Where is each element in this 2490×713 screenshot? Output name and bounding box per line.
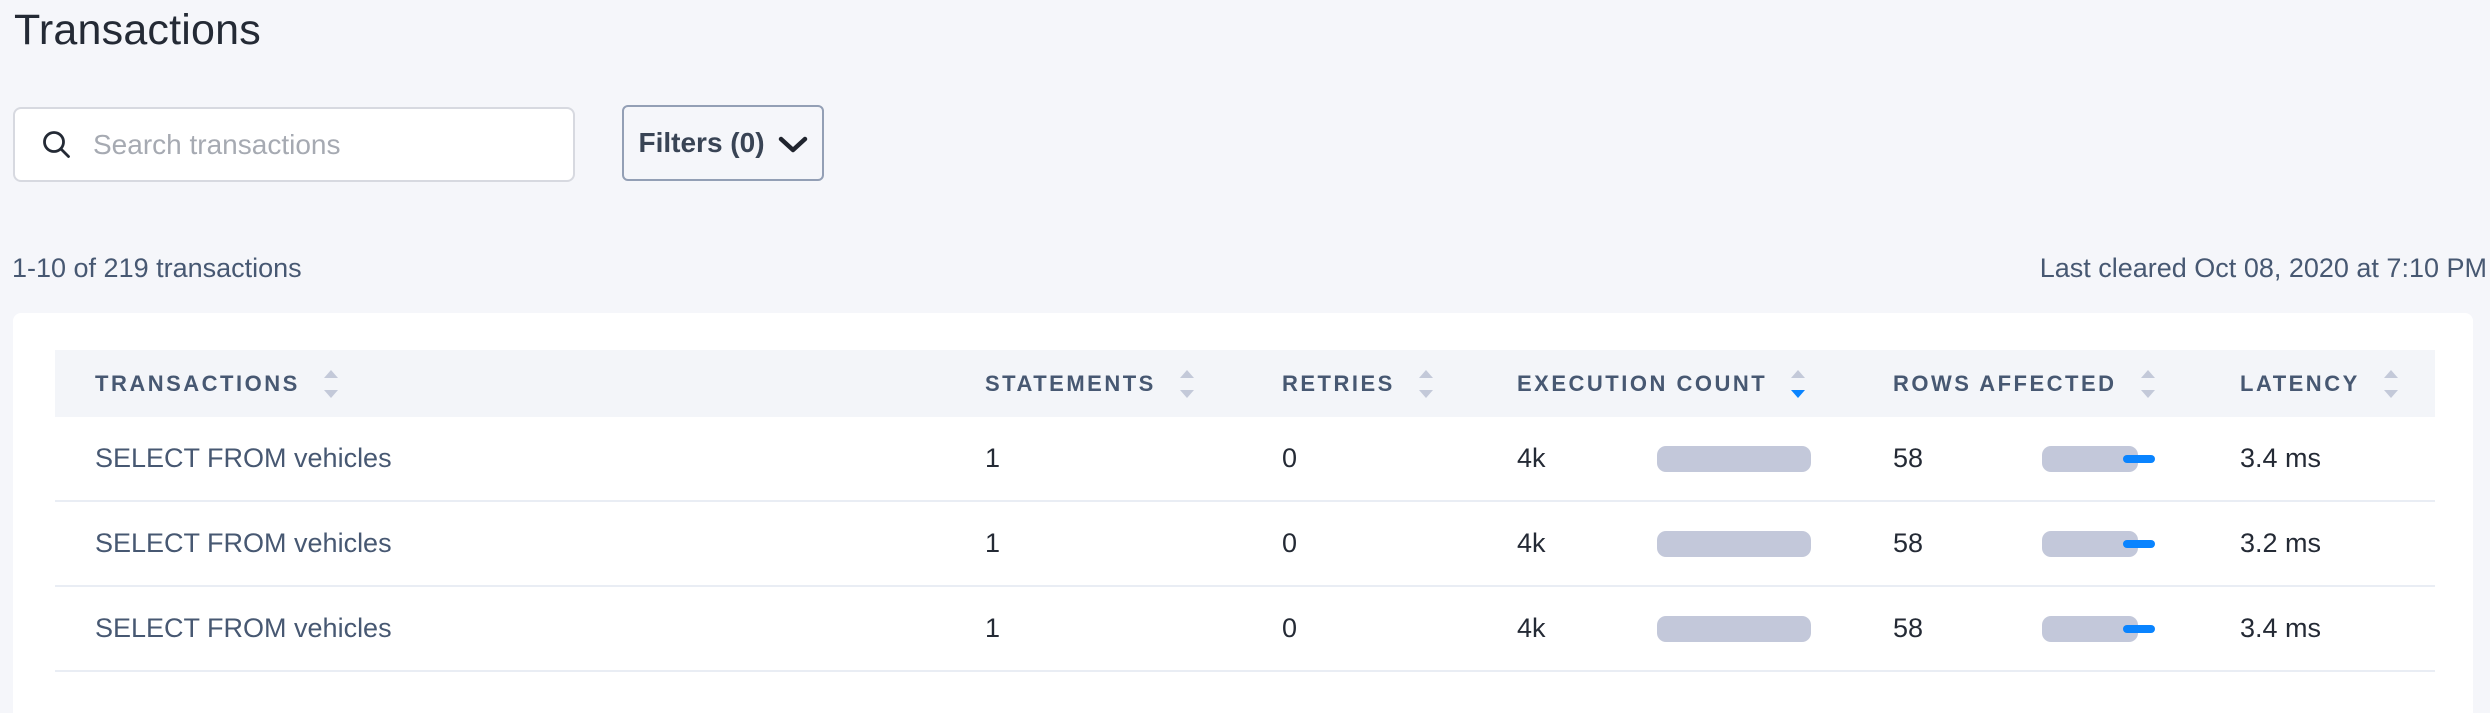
latency-value: 3.4 ms xyxy=(2240,613,2322,643)
column-header-retries[interactable]: RETRIES xyxy=(1282,369,1517,398)
table-row: SELECT FROM vehicles 1 0 4k 58 3.4 ms xyxy=(55,417,2435,502)
column-header-label: EXECUTION COUNT xyxy=(1517,370,1768,396)
column-header-transactions[interactable]: TRANSACTIONS xyxy=(55,369,985,398)
column-header-statements[interactable]: STATEMENTS xyxy=(985,369,1282,398)
search-box[interactable] xyxy=(13,107,575,182)
filters-button[interactable]: Filters (0) xyxy=(622,105,824,181)
latency-value: 3.4 ms xyxy=(2240,443,2322,473)
sort-arrows-icon[interactable] xyxy=(1791,369,1806,398)
retries-value: 0 xyxy=(1282,528,1298,558)
execution-count-bar xyxy=(1657,615,1811,642)
transaction-link[interactable]: SELECT FROM vehicles xyxy=(95,528,392,558)
column-header-label: RETRIES xyxy=(1282,370,1395,396)
execution-count-value: 4k xyxy=(1517,528,1546,558)
stddev-marker xyxy=(2123,454,2155,463)
last-cleared-text: Last cleared Oct 08, 2020 at 7:10 PM xyxy=(2039,253,2487,283)
transactions-count-text: 1-10 of 219 transactions xyxy=(12,253,302,283)
rows-affected-bar xyxy=(2042,445,2162,472)
retries-value: 0 xyxy=(1282,613,1298,643)
page-title: Transactions xyxy=(14,6,261,54)
column-header-latency[interactable]: LATENCY xyxy=(2240,369,2435,398)
stddev-marker xyxy=(2123,624,2155,633)
sort-arrows-icon[interactable] xyxy=(2140,369,2155,398)
execution-count-value: 4k xyxy=(1517,613,1546,643)
stddev-marker xyxy=(2123,539,2155,548)
table-header-row: TRANSACTIONS STATEMENTS RETRIES EXECUTIO… xyxy=(55,350,2435,417)
rows-affected-bar xyxy=(2042,615,2162,642)
sort-arrows-icon[interactable] xyxy=(1418,369,1433,398)
transactions-table-card: TRANSACTIONS STATEMENTS RETRIES EXECUTIO… xyxy=(13,313,2473,713)
column-header-label: TRANSACTIONS xyxy=(95,370,300,396)
rows-affected-value: 58 xyxy=(1893,613,1924,643)
table-row: SELECT FROM vehicles 1 0 4k 58 3.4 ms xyxy=(55,587,2435,672)
table-row: SELECT FROM vehicles 1 0 4k 58 3.2 ms xyxy=(55,502,2435,587)
rows-affected-bar xyxy=(2042,530,2162,557)
column-header-label: STATEMENTS xyxy=(985,370,1156,396)
chevron-down-icon xyxy=(778,136,807,153)
statements-value: 1 xyxy=(985,613,1001,643)
column-header-label: LATENCY xyxy=(2240,370,2360,396)
rows-affected-value: 58 xyxy=(1893,528,1924,558)
latency-value: 3.2 ms xyxy=(2240,528,2322,558)
rows-affected-value: 58 xyxy=(1893,443,1924,473)
execution-count-value: 4k xyxy=(1517,443,1546,473)
column-header-execution-count[interactable]: EXECUTION COUNT xyxy=(1517,369,1893,398)
retries-value: 0 xyxy=(1282,443,1298,473)
search-icon xyxy=(43,130,70,158)
statements-value: 1 xyxy=(985,528,1001,558)
filters-button-label: Filters (0) xyxy=(638,127,765,158)
transaction-link[interactable]: SELECT FROM vehicles xyxy=(95,443,392,473)
sort-arrows-icon[interactable] xyxy=(323,369,338,398)
execution-count-bar xyxy=(1657,445,1811,472)
column-header-rows-affected[interactable]: ROWS AFFECTED xyxy=(1893,369,2240,398)
sort-arrows-icon[interactable] xyxy=(2383,369,2398,398)
sort-arrows-icon[interactable] xyxy=(1179,369,1194,398)
statements-value: 1 xyxy=(985,443,1001,473)
column-header-label: ROWS AFFECTED xyxy=(1893,370,2117,396)
execution-count-bar xyxy=(1657,530,1811,557)
search-input[interactable] xyxy=(93,128,553,161)
transaction-link[interactable]: SELECT FROM vehicles xyxy=(95,613,392,643)
